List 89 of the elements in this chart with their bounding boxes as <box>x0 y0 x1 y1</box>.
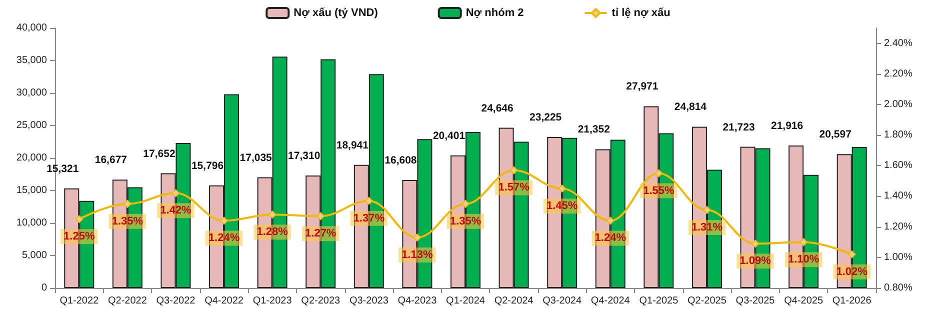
data-label: 1.27% <box>305 228 336 240</box>
x-tick-label: Q4-2022 <box>204 296 244 306</box>
data-label: 1.45% <box>546 200 578 212</box>
y-tick-label: 35,000 <box>16 55 48 66</box>
x-tick-label: Q4-2024 <box>590 296 630 306</box>
data-label: 21,352 <box>578 124 610 136</box>
y2-tick-label: 1.00% <box>884 252 912 263</box>
x-tick-label: Q3-2023 <box>349 296 389 306</box>
point <box>268 210 276 219</box>
data-label: 21,723 <box>722 121 755 134</box>
data-label: 1.02% <box>836 266 868 278</box>
data-label: 15,796 <box>191 160 224 172</box>
data-label: 24,646 <box>481 102 514 114</box>
y-tick-label: 25,000 <box>16 120 48 131</box>
y-tick-label: 20,000 <box>16 152 48 164</box>
x-tick-label: Q1-2025 <box>639 296 679 306</box>
data-label: 20,597 <box>819 128 852 141</box>
data-label: 15,321 <box>46 162 79 175</box>
point <box>558 184 566 193</box>
y-tick-label: 0 <box>41 282 48 294</box>
y2-tick-label: 2.00% <box>884 98 912 110</box>
x-tick-label: Q3-2022 <box>156 296 196 306</box>
point <box>848 250 856 258</box>
data-label: 27,971 <box>626 80 658 93</box>
data-label: 1.25% <box>64 230 95 243</box>
x-tick-label: Q2-2023 <box>301 296 341 306</box>
y2-tick-label: 0.80% <box>884 282 912 294</box>
point <box>172 189 180 198</box>
legend-label: tỉ lệ nợ xấu <box>612 7 670 19</box>
point <box>702 206 711 214</box>
point <box>800 238 808 246</box>
data-label: 1.42% <box>160 204 192 217</box>
x-tick-label: Q1-2022 <box>60 296 100 306</box>
legend-label: Nợ xấu (tỷ VND) <box>294 7 378 19</box>
data-label: 1.28% <box>256 226 288 238</box>
data-label: 17,035 <box>240 152 272 164</box>
point <box>123 200 132 208</box>
x-tick-label: Q1-2026 <box>832 296 872 306</box>
point <box>75 215 84 224</box>
y-tick-label: 30,000 <box>16 88 48 98</box>
data-label: 24,814 <box>674 101 707 114</box>
point <box>606 216 614 225</box>
y2-tick-label: 1.80% <box>884 130 912 141</box>
x-tick-label: Q3-2024 <box>542 296 582 306</box>
data-label: 1.10% <box>788 254 820 266</box>
data-label: 21,916 <box>770 120 804 132</box>
data-label: 1.35% <box>112 215 144 228</box>
y-tick-label: 15,000 <box>16 185 48 196</box>
x-tick-label: Q2-2024 <box>494 296 534 306</box>
point <box>220 216 228 225</box>
x-tick-label: Q2-2022 <box>108 296 148 306</box>
data-label: 1.24% <box>208 232 240 244</box>
y-tick-label: 10,000 <box>16 218 48 228</box>
point <box>654 169 663 178</box>
data-label: 17,310 <box>288 150 320 162</box>
data-label: 1.09% <box>740 255 772 268</box>
data-label: 1.57% <box>498 182 530 194</box>
point <box>510 166 518 174</box>
data-label: 23,225 <box>530 112 562 124</box>
y2-tick-label: 2.40% <box>884 38 912 49</box>
point <box>413 234 422 242</box>
data-label: 16,677 <box>94 154 128 166</box>
y2-tick-label: 1.20% <box>884 221 912 232</box>
y-tick-label: 5,000 <box>22 250 48 261</box>
y2-tick-label: 1.40% <box>884 190 912 202</box>
data-label: 17,652 <box>143 148 176 160</box>
data-label: 1.37% <box>353 212 385 224</box>
x-tick-label: Q4-2023 <box>398 296 438 306</box>
x-tick-label: Q1-2023 <box>252 296 292 306</box>
data-label: 1.55% <box>643 184 674 197</box>
y-tick-label: 40,000 <box>16 22 48 34</box>
y2-tick-label: 1.60% <box>884 160 912 172</box>
point <box>462 200 470 208</box>
data-label: 20,401 <box>432 130 466 142</box>
data-label: 1.24% <box>594 232 626 244</box>
x-tick-label: Q3-2025 <box>736 296 776 306</box>
point <box>316 212 325 220</box>
data-label: 1.13% <box>402 249 434 262</box>
y2-tick-label: 2.20% <box>884 68 912 80</box>
x-tick-label: Q2-2025 <box>688 296 727 306</box>
legend-label: Nợ nhóm 2 <box>466 7 524 19</box>
x-tick-label: Q1-2024 <box>446 296 486 306</box>
data-label: 16,608 <box>384 154 417 167</box>
data-label: 18,941 <box>336 139 369 152</box>
point <box>751 240 760 248</box>
data-label: 1.35% <box>450 215 482 228</box>
data-label: 1.31% <box>691 222 723 234</box>
x-tick-label: Q4-2025 <box>784 296 824 306</box>
point <box>364 196 373 205</box>
